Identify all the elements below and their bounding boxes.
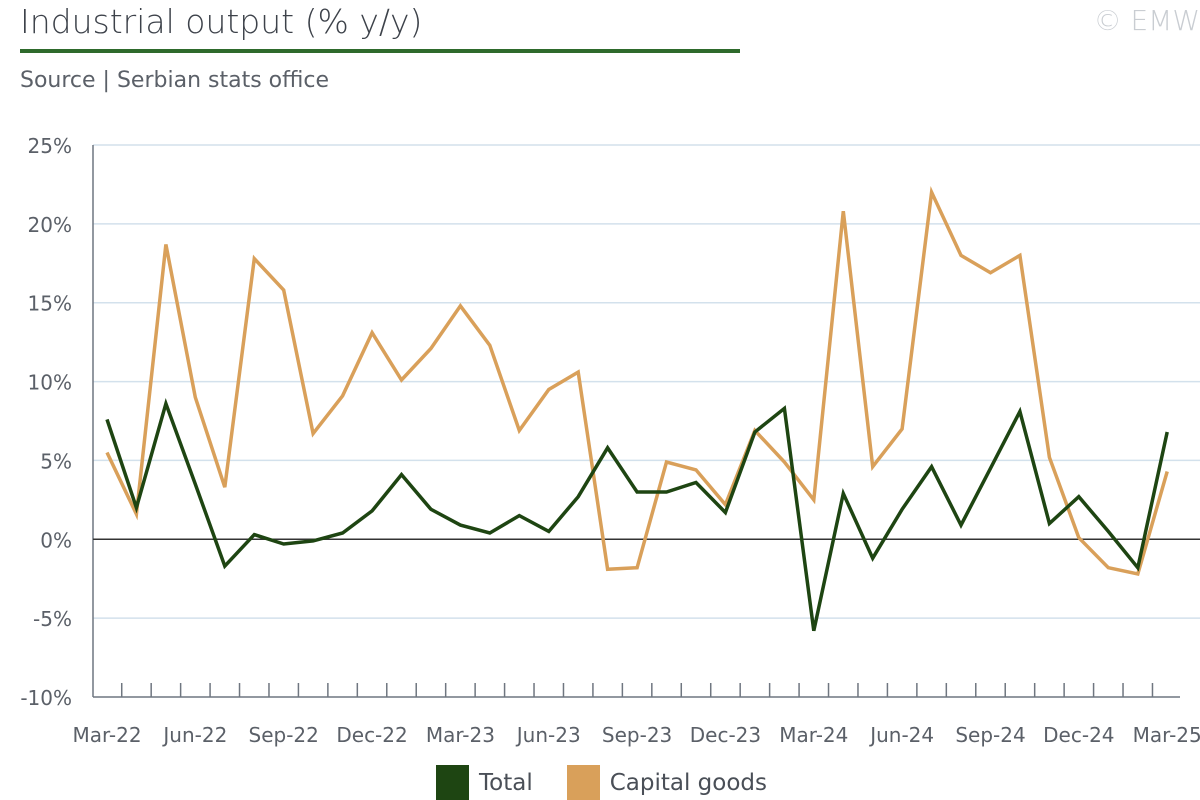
legend-item-total: Total — [436, 765, 533, 800]
x-tick-label: Dec-24 — [1043, 723, 1114, 747]
legend-swatch-total — [436, 765, 469, 800]
legend-item-capital-goods: Capital goods — [566, 765, 768, 800]
x-tick-label: Sep-23 — [602, 723, 672, 747]
x-tick-label: Sep-22 — [249, 723, 319, 747]
x-tick-label: Mar-24 — [779, 723, 848, 747]
y-tick-label: 25% — [28, 134, 72, 158]
x-tick-label: Dec-22 — [336, 723, 407, 747]
chart-title: Industrial output (% y/y) — [20, 2, 423, 41]
y-tick-label: -5% — [33, 607, 72, 631]
title-underline — [20, 49, 740, 53]
y-tick-label: -10% — [20, 686, 72, 710]
line-chart: -10% -5% 0% 5% 10% 15% 20% 25% Mar-22 Jun-22 Sep-2… — [20, 134, 1200, 747]
x-tick-label: Mar-22 — [72, 723, 141, 747]
legend-label-capital-goods: Capital goods — [609, 769, 768, 796]
x-tick-label: Dec-23 — [690, 723, 761, 747]
legend-swatch-capital-goods — [566, 765, 600, 800]
x-tick-label: Jun-24 — [868, 723, 934, 747]
x-tick-label: Mar-23 — [426, 723, 495, 747]
legend-label-total: Total — [479, 769, 533, 796]
copyright-label: © EMW — [1093, 4, 1200, 37]
x-tick-label: Sep-24 — [955, 723, 1025, 747]
y-tick-label: 0% — [40, 528, 72, 552]
x-tick-label: Jun-23 — [515, 723, 581, 747]
legend: Total Capital goods — [436, 765, 801, 800]
y-tick-label: 15% — [28, 292, 72, 316]
source-label: Source | Serbian stats office — [20, 68, 330, 93]
series-line-capital-goods — [105, 186, 1169, 577]
y-tick-label: 5% — [40, 449, 72, 473]
y-tick-label: 10% — [28, 371, 72, 395]
x-tick-label: Jun-22 — [161, 723, 227, 747]
x-tick-label: Mar-25 — [1133, 723, 1200, 747]
series-line-total — [105, 398, 1169, 632]
y-tick-label: 20% — [28, 213, 72, 237]
